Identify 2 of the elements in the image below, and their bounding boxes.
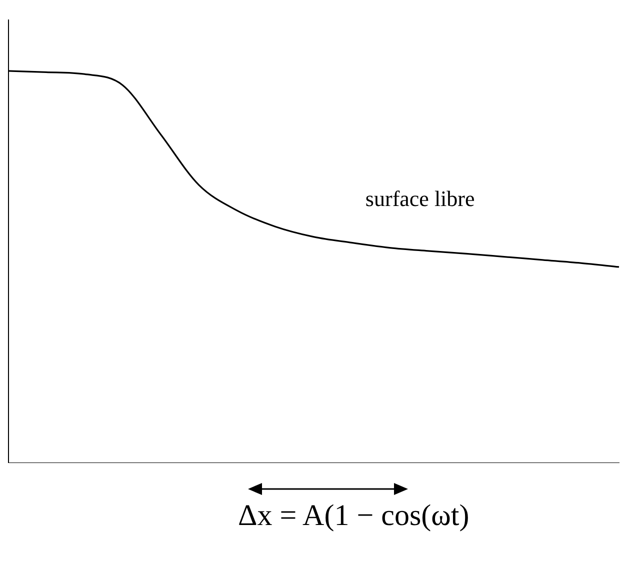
x-axis-title: Δx = A(1 − cos(ωt) <box>238 499 470 533</box>
annotation: surface libre <box>365 186 475 212</box>
